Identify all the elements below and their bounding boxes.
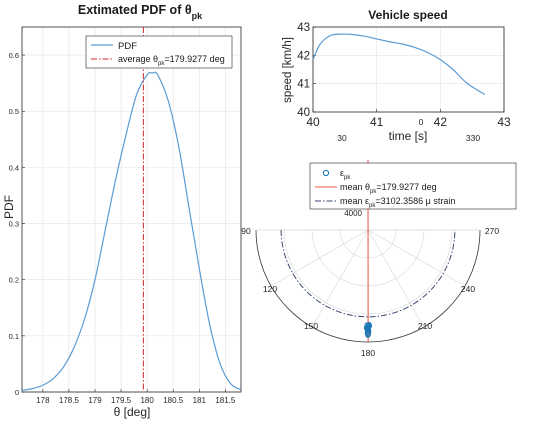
pdf-x-label: θ [deg]: [114, 405, 151, 419]
legend-mean-epsilon-label: mean εpk=3102.3586 μ strain: [340, 196, 455, 209]
polar-spoke: [367, 229, 466, 287]
y-tick-label: 42: [297, 50, 310, 62]
polar-theta-label: 330: [466, 133, 480, 143]
polar-theta-label: 180: [361, 348, 375, 358]
pdf-legend: PDF average θpk=179.9277 deg: [85, 35, 233, 69]
legend-box: [85, 35, 233, 69]
polar-spoke: [367, 229, 425, 328]
mean-epsilon-ring: [280, 229, 456, 318]
speed-chart: 40 41 42 43 40 41 42 43 Vehicle speed time [s] spe…: [282, 8, 511, 143]
legend-epsilon-label: εpk: [340, 168, 351, 181]
y-tick-label: 0.1: [9, 332, 19, 341]
y-tick-label: 43: [297, 22, 310, 34]
legend-box: [309, 162, 517, 210]
legend-mean-theta-label: mean θpk=179.9277 deg: [340, 182, 437, 195]
polar-theta-label: 0: [419, 117, 424, 127]
polar-theta-label: 150: [304, 321, 318, 331]
x-tick-label: 179.5: [111, 396, 132, 405]
epsilon-point: [365, 327, 372, 334]
x-tick-label: 42: [434, 115, 448, 129]
x-tick-label: 40: [306, 115, 320, 129]
polar-theta-label: 240: [461, 284, 475, 294]
pdf-chart-title: Extimated PDF of θpk: [78, 3, 203, 21]
x-tick-label: 178: [36, 396, 50, 405]
x-tick-label: 180: [140, 396, 154, 405]
plot-frame: [21, 26, 242, 393]
polar-theta-label: 120: [263, 284, 277, 294]
x-tick-label: 181: [193, 396, 207, 405]
speed-x-label: time [s]: [389, 129, 428, 143]
y-tick-label: 0.4: [9, 163, 19, 172]
x-tick-label: 180.5: [163, 396, 184, 405]
speed-y-label: speed [km/h]: [282, 37, 294, 103]
x-tick-label: 178.5: [59, 396, 80, 405]
pdf-series-line: [21, 71, 242, 391]
legend-average-label: average θpk=179.9277 deg: [118, 54, 225, 67]
polar-spoke: [311, 229, 369, 328]
polar-theta-label: 210: [418, 321, 432, 331]
pdf-y-label: PDF: [2, 195, 16, 219]
y-tick-label: 40: [297, 107, 310, 119]
polar-r-label: 4000: [344, 209, 362, 218]
y-tick-label: 0.5: [9, 107, 19, 116]
y-tick-label: 0.3: [9, 220, 19, 229]
speed-chart-title: Vehicle speed: [368, 8, 447, 22]
plot-frame: [312, 26, 505, 113]
legend-pdf-label: PDF: [118, 41, 137, 52]
pdf-chart: 178 178.5 179 179.5 180 180.5 181 181.5 0 0.1 0.2 0…: [2, 3, 242, 419]
x-tick-label: 179: [88, 396, 102, 405]
y-tick-label: 0.2: [9, 276, 19, 285]
y-tick-label: 0: [15, 388, 19, 397]
speed-series-line: [312, 33, 486, 95]
legend-epsilon-swatch: [322, 169, 330, 177]
x-tick-label: 41: [370, 115, 384, 129]
polar-theta-label: 90: [241, 226, 251, 236]
y-tick-label: 41: [297, 79, 310, 91]
x-tick-label: 43: [497, 115, 511, 129]
polar-spoke: [270, 229, 369, 287]
x-tick-label: 181.5: [215, 396, 236, 405]
polar-theta-label: 30: [337, 133, 347, 143]
y-tick-label: 0.6: [9, 51, 19, 60]
polar-theta-label: 270: [485, 226, 499, 236]
